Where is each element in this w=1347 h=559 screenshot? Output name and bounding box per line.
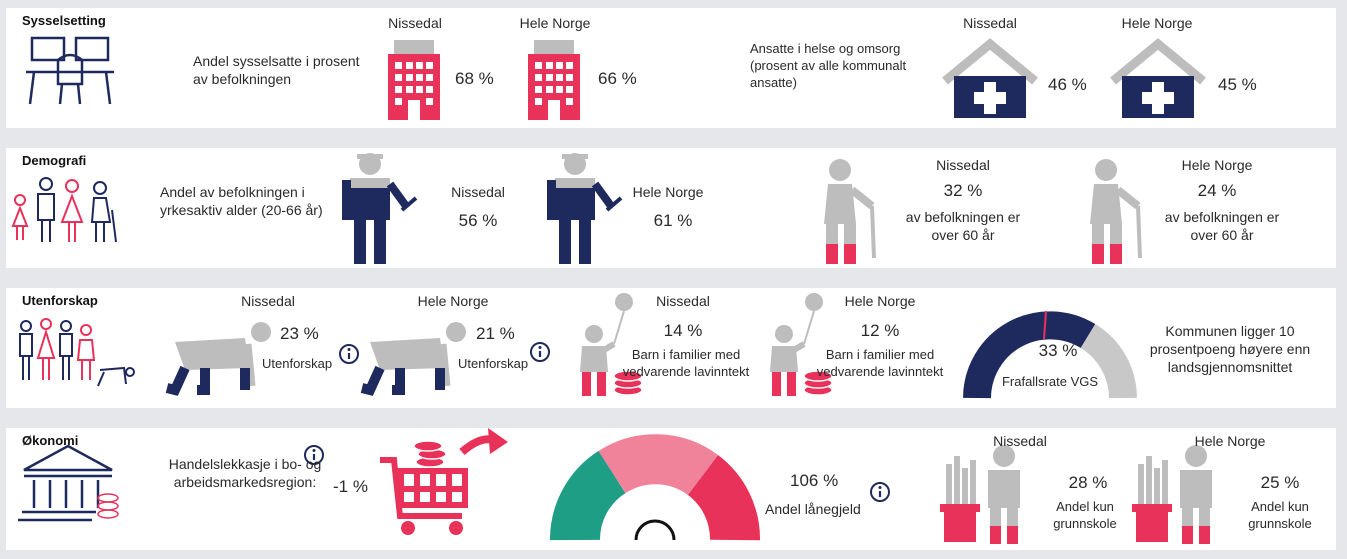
heading: Hele Norge — [1194, 433, 1266, 449]
label: Frafallsrate VGS — [1001, 374, 1099, 389]
value: 66 % — [598, 69, 637, 88]
caption: Utenforskap — [458, 356, 529, 371]
value: 32 % — [943, 181, 983, 200]
heading: Nissedal — [963, 15, 1017, 31]
family-icon — [11, 177, 117, 243]
value: 33 % — [1038, 341, 1078, 360]
caption: av befolkningen er over 60 år — [905, 209, 1021, 243]
heading: Hele Norge — [844, 293, 916, 309]
label: Andel lånegjeld — [765, 501, 861, 517]
heading: Nissedal — [241, 293, 295, 309]
value: 68 % — [455, 69, 494, 88]
caption: av befolkningen er over 60 år — [1164, 209, 1280, 243]
section-title: Sysselsetting — [22, 13, 106, 28]
label: Andel sysselsatte i prosent av befolknin… — [193, 53, 360, 87]
heading: Nissedal — [993, 433, 1047, 449]
value: 28 % — [1068, 473, 1108, 492]
group-icon — [19, 318, 135, 387]
heading: Hele Norge — [519, 15, 591, 31]
heading: Hele Norge — [1121, 15, 1193, 31]
label: Andel av befolkningen i yrkesaktiv alder… — [160, 184, 323, 218]
heading: Nissedal — [936, 157, 990, 173]
heading: Nissedal — [451, 184, 505, 200]
desk-icon — [26, 36, 114, 105]
caption: Andel kun grunnskole — [1248, 499, 1312, 531]
heading: Hele Norge — [1181, 157, 1253, 173]
debt-gauge — [549, 434, 760, 541]
bank-icon — [18, 444, 119, 522]
heading: Nissedal — [388, 15, 442, 31]
value: 46 % — [1048, 75, 1087, 94]
section-title: Demografi — [22, 153, 87, 168]
caption: Andel kun grunnskole — [1053, 499, 1117, 531]
cart-icon — [380, 428, 508, 535]
building-icon — [528, 40, 580, 120]
section-title: Utenforskap — [22, 293, 98, 308]
caption: Barn i familier med vedvarende lavinntek… — [816, 347, 944, 379]
heading: Hele Norge — [632, 184, 704, 200]
section-title: Økonomi — [22, 433, 79, 448]
value: 14 % — [663, 321, 703, 340]
caption: Barn i familier med vedvarende lavinntek… — [622, 347, 750, 379]
note: Kommunen ligger 10 prosentpoeng høyere e… — [1149, 323, 1311, 375]
building-icon — [388, 40, 440, 120]
value: -1 % — [333, 477, 368, 496]
value: 21 % — [476, 324, 515, 343]
value: 56 % — [458, 211, 498, 230]
value: 25 % — [1260, 473, 1300, 492]
value: 45 % — [1218, 75, 1257, 94]
dropout-gauge — [963, 310, 1137, 399]
value: 23 % — [280, 324, 319, 343]
value: 61 % — [653, 211, 693, 230]
value: 106 % — [790, 471, 839, 490]
value: 24 % — [1197, 181, 1237, 200]
label: Handelslekkasje i bo- og arbeidsmarkedsr… — [168, 456, 322, 490]
value: 12 % — [860, 321, 900, 340]
heading: Nissedal — [656, 293, 710, 309]
heading: Hele Norge — [417, 293, 489, 309]
caption: Utenforskap — [262, 356, 333, 371]
label: Ansatte i helse og omsorg (prosent av al… — [750, 41, 907, 90]
